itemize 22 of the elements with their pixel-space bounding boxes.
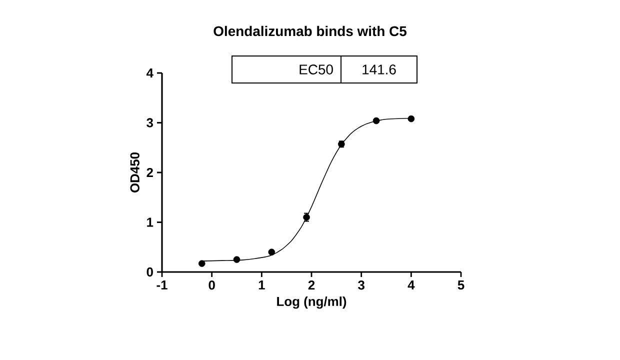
x-tick-label: 4: [408, 280, 415, 290]
point: [198, 260, 206, 267]
y-axis-title: OD450: [130, 152, 140, 192]
y-tick-label: 0: [146, 267, 153, 277]
y-tick-label: 4: [146, 68, 154, 78]
x-tick-label: 0: [208, 280, 215, 290]
y-tick-label: 3: [146, 118, 154, 128]
point: [268, 248, 276, 256]
y-tick-label: 2: [146, 168, 153, 178]
x-tick-label: -1: [156, 280, 168, 290]
point: [233, 256, 240, 263]
annotation: EC50: [300, 64, 333, 74]
point: [372, 117, 380, 124]
x-tick-label: 5: [458, 280, 464, 290]
x-tick-label: 3: [358, 280, 364, 290]
point: [408, 115, 415, 122]
y-tick-label: 1: [147, 218, 154, 227]
annotation: 141.6: [362, 64, 396, 74]
x-tick-label: 2: [308, 280, 315, 290]
x-axis-title: Log (ng/ml): [277, 296, 346, 309]
chart-title: Olendalizumab binds with C5: [214, 26, 407, 36]
x-tick-label: 1: [258, 280, 265, 290]
